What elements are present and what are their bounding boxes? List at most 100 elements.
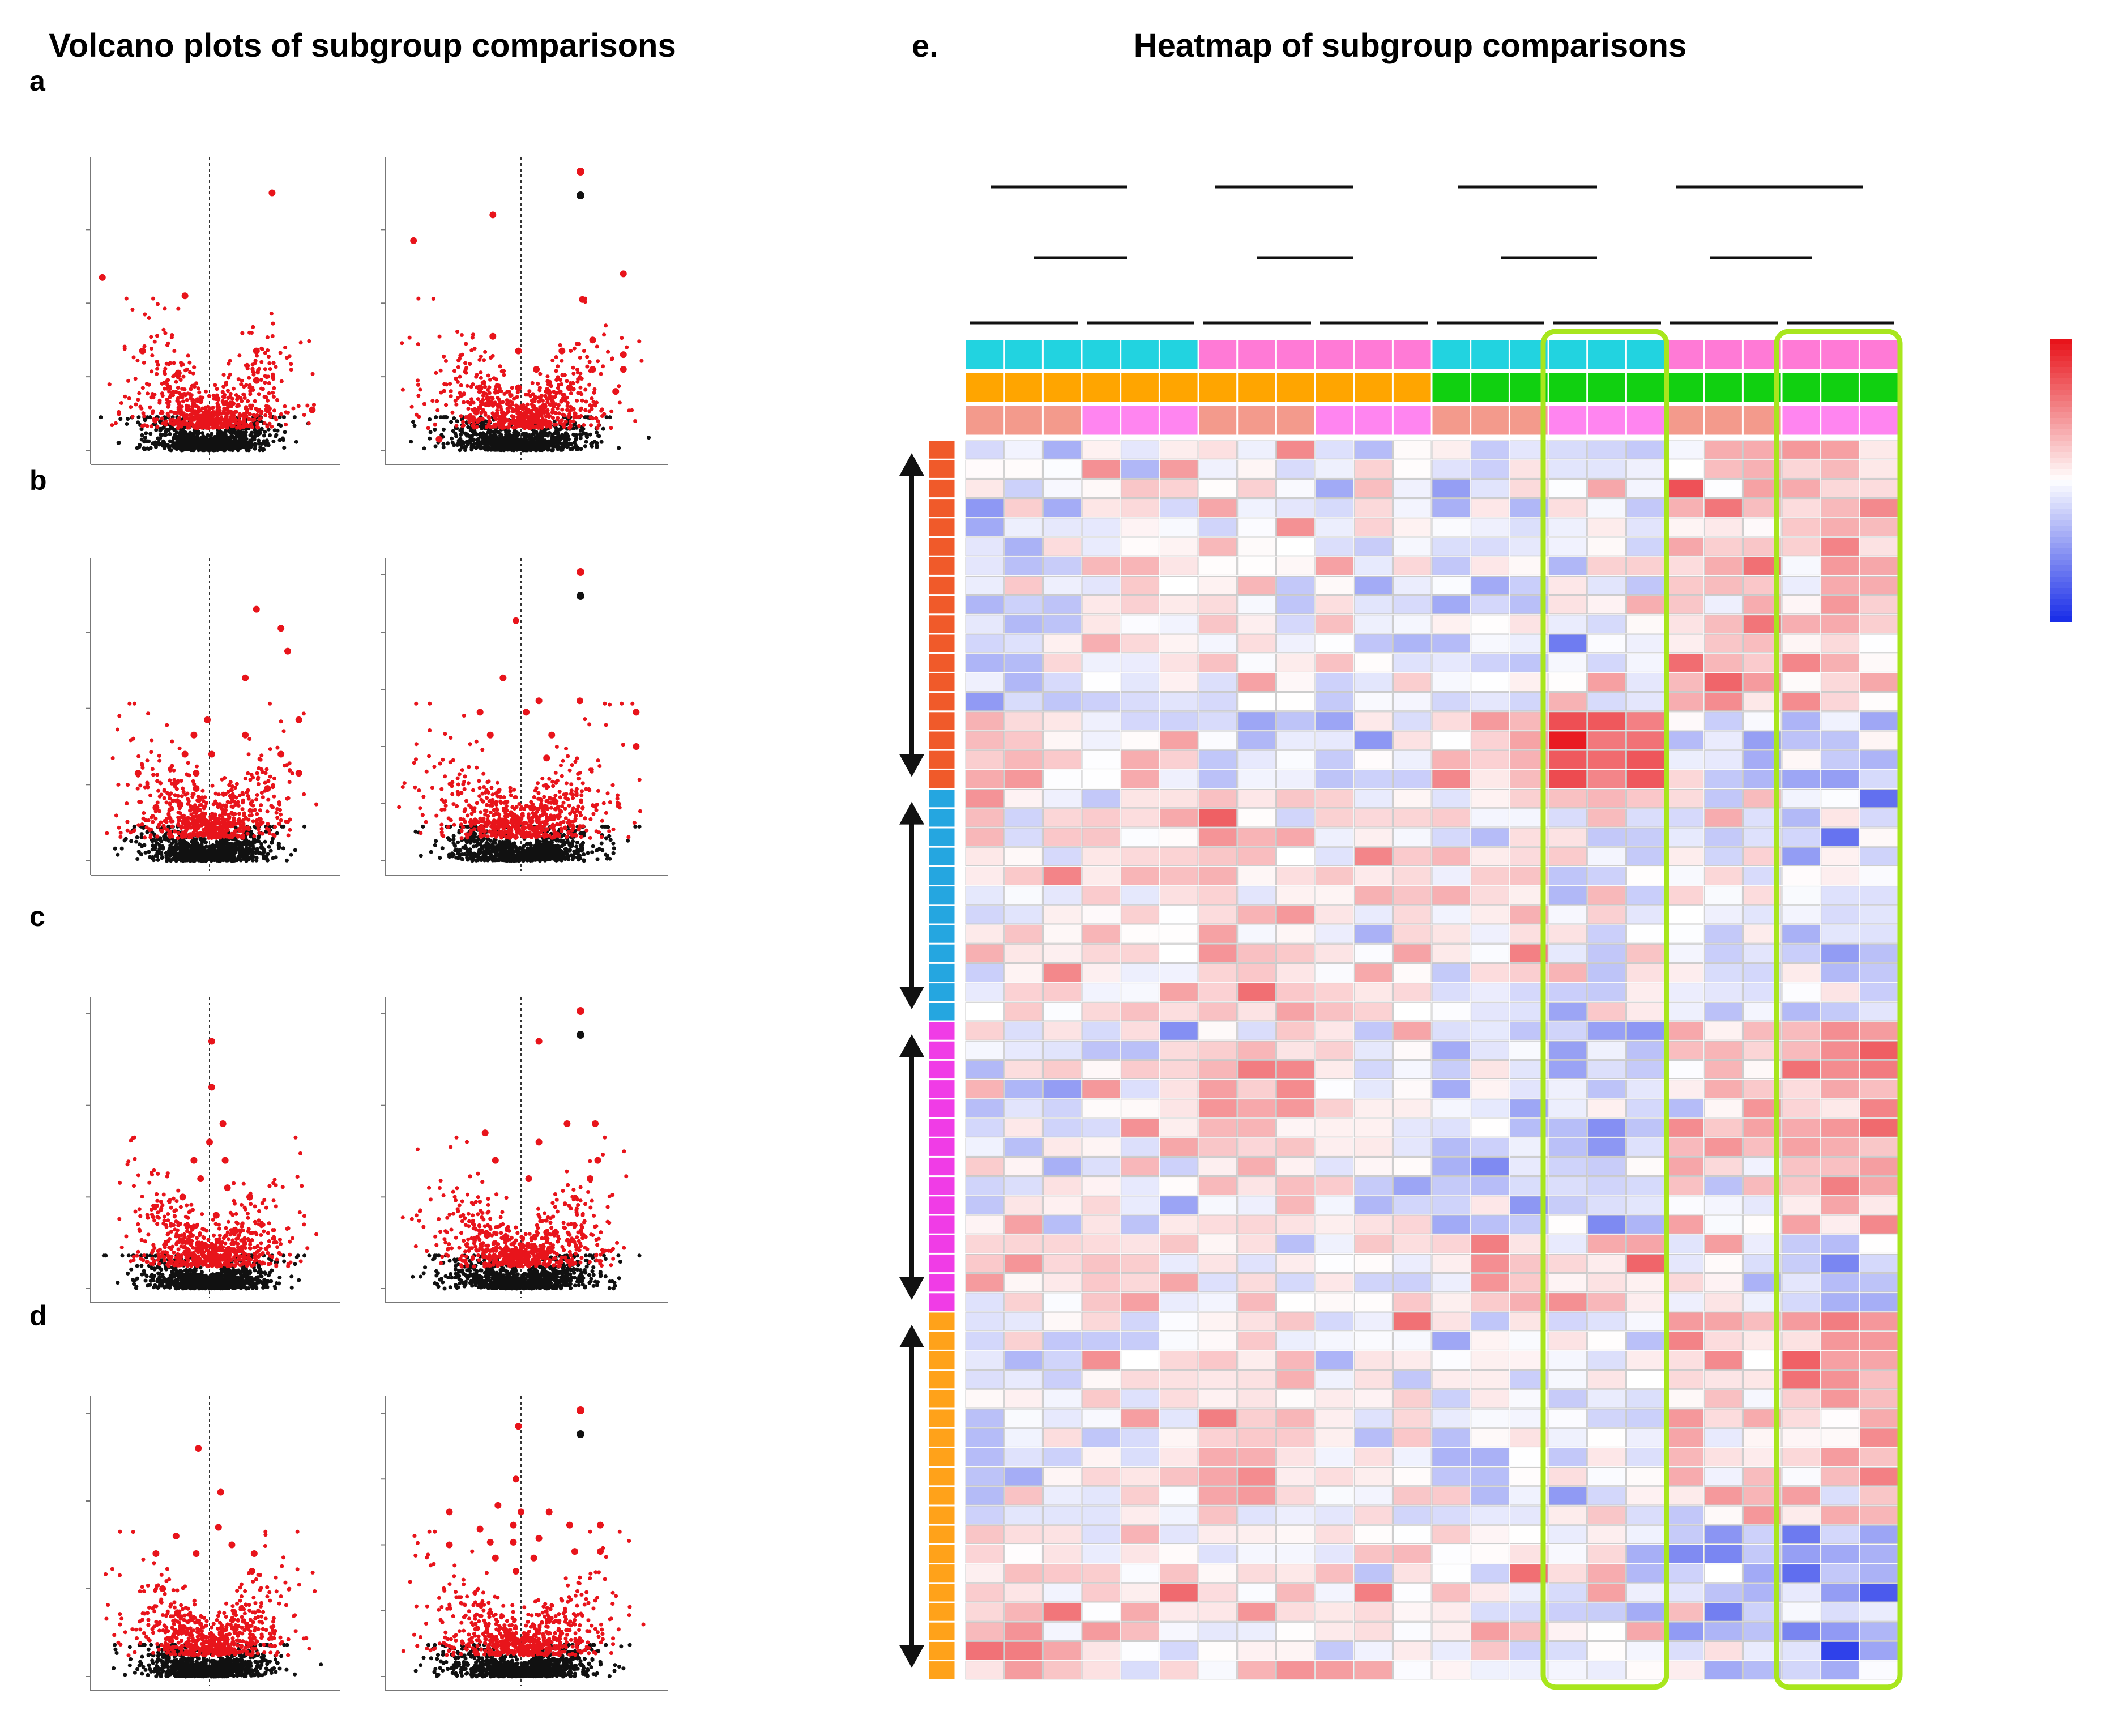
heatmap-cell bbox=[1082, 1350, 1121, 1370]
category-color-cell bbox=[928, 1021, 955, 1040]
heatmap-cell bbox=[1198, 692, 1237, 711]
heatmap-cell bbox=[1665, 1293, 1704, 1312]
heatmap-row bbox=[928, 1060, 1898, 1080]
heatmap-cell bbox=[1315, 963, 1354, 983]
heatmap-cell bbox=[1626, 1544, 1665, 1564]
heatmap-cell bbox=[1082, 905, 1121, 924]
labeled-point bbox=[284, 647, 291, 655]
heatmap-cell bbox=[1043, 479, 1082, 498]
heatmap-cell bbox=[965, 1137, 1004, 1157]
heatmap-cell bbox=[1198, 1099, 1237, 1118]
heatmap-cell bbox=[1198, 828, 1237, 847]
heatmap-cell bbox=[1082, 556, 1121, 575]
heatmap-cell bbox=[1159, 1622, 1198, 1641]
heatmap-row bbox=[928, 1602, 1898, 1622]
heatmap-cell bbox=[1548, 575, 1587, 595]
heatmap-cell bbox=[1043, 1002, 1082, 1021]
heatmap-cell bbox=[1859, 440, 1898, 459]
heatmap-cell bbox=[1432, 1157, 1471, 1176]
heatmap-cell bbox=[1276, 1370, 1315, 1389]
heatmap-cell bbox=[1782, 1350, 1821, 1370]
heatmap-cell bbox=[1859, 518, 1898, 537]
labeled-point bbox=[152, 804, 160, 811]
heatmap-cell bbox=[1626, 1583, 1665, 1602]
heatmap-cell bbox=[965, 847, 1004, 866]
heatmap-cell bbox=[1354, 1176, 1393, 1196]
heatmap-cell bbox=[1043, 1583, 1082, 1602]
category-arrow-head-up bbox=[899, 453, 924, 476]
heatmap-cell bbox=[1315, 595, 1354, 615]
labeled-point bbox=[193, 1550, 200, 1557]
heatmap-cell bbox=[1198, 1253, 1237, 1273]
heatmap-cell bbox=[965, 1021, 1004, 1040]
heatmap-cell bbox=[1704, 1137, 1743, 1157]
heatmap-cell bbox=[1859, 1505, 1898, 1525]
heatmap-cell bbox=[1859, 1137, 1898, 1157]
heatmap-cell bbox=[1548, 1350, 1587, 1370]
heatmap-cell bbox=[1237, 1196, 1276, 1215]
heatmap-cell bbox=[1276, 1137, 1315, 1157]
heatmap-cell bbox=[1548, 1602, 1587, 1622]
heatmap-cell bbox=[1354, 653, 1393, 672]
heatmap-cell bbox=[1432, 1350, 1471, 1370]
labeled-point bbox=[535, 1534, 543, 1542]
category-color-cell bbox=[928, 1622, 955, 1641]
heatmap-cell bbox=[1859, 789, 1898, 808]
heatmap-cell bbox=[1704, 1505, 1743, 1525]
heatmap-cell bbox=[1821, 1447, 1859, 1467]
heatmap-cell bbox=[1821, 1525, 1859, 1544]
heatmap-cell bbox=[1198, 1467, 1237, 1486]
heatmap-cell bbox=[1704, 692, 1743, 711]
labeled-point bbox=[206, 1138, 213, 1146]
heatmap-cell bbox=[1276, 1176, 1315, 1196]
heatmap-cell bbox=[1859, 983, 1898, 1002]
heatmap-cell bbox=[1782, 1137, 1821, 1157]
heatmap-cell bbox=[1198, 1350, 1237, 1370]
heatmap-cell bbox=[1626, 1370, 1665, 1389]
heatmap-cell bbox=[1704, 1293, 1743, 1312]
heatmap-cell bbox=[1237, 1021, 1276, 1040]
heatmap-cell bbox=[1043, 1176, 1082, 1196]
colorbar-segment bbox=[2050, 361, 2072, 368]
heatmap-cell bbox=[1276, 1467, 1315, 1486]
heatmap-cell bbox=[1548, 1002, 1587, 1021]
heatmap-cell bbox=[1237, 1350, 1276, 1370]
heatmap-cell bbox=[1198, 615, 1237, 634]
heatmap-cell bbox=[965, 1060, 1004, 1080]
heatmap-cell bbox=[1859, 1060, 1898, 1080]
heatmap-cell bbox=[1276, 672, 1315, 692]
heatmap-cell bbox=[1432, 1641, 1471, 1661]
heatmap-cell bbox=[1393, 1060, 1432, 1080]
heatmap-cell bbox=[1082, 615, 1121, 634]
heatmap-cell bbox=[1393, 1622, 1432, 1641]
heatmap-cell bbox=[1276, 750, 1315, 769]
annotation-cell-genotype bbox=[1432, 339, 1471, 370]
heatmap-cell bbox=[1859, 672, 1898, 692]
heatmap-row bbox=[928, 1389, 1898, 1409]
heatmap-cell bbox=[1432, 983, 1471, 1002]
heatmap-cell bbox=[1471, 1467, 1509, 1486]
heatmap-cell bbox=[1198, 1370, 1237, 1389]
heatmap-cell bbox=[1548, 1040, 1587, 1060]
heatmap-cell bbox=[1587, 1157, 1626, 1176]
heatmap-cell bbox=[1704, 1564, 1743, 1583]
heatmap-cell bbox=[1354, 1350, 1393, 1370]
heatmap-cell bbox=[1782, 479, 1821, 498]
heatmap-row bbox=[928, 1564, 1898, 1583]
category-color-cell bbox=[928, 1564, 955, 1583]
heatmap-cell bbox=[1315, 1486, 1354, 1505]
heatmap-cell bbox=[1082, 1040, 1121, 1060]
heatmap-cell bbox=[1004, 1002, 1043, 1021]
labeled-point bbox=[193, 785, 200, 792]
heatmap-cell bbox=[1043, 1253, 1082, 1273]
heatmap-cell bbox=[965, 1196, 1004, 1215]
heatmap-cell bbox=[1393, 944, 1432, 963]
heatmap-cell bbox=[1121, 1525, 1159, 1544]
heatmap-cell bbox=[1159, 711, 1198, 731]
point-cloud bbox=[400, 1135, 642, 1291]
heatmap-cell bbox=[1043, 1080, 1082, 1099]
heatmap-cell bbox=[1198, 1331, 1237, 1350]
heatmap-row bbox=[928, 537, 1898, 556]
heatmap-cell bbox=[1859, 1370, 1898, 1389]
heatmap-cell bbox=[1432, 634, 1471, 653]
